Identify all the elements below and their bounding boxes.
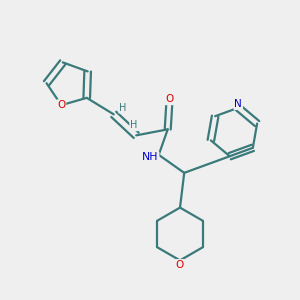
Text: O: O bbox=[176, 260, 184, 270]
Text: O: O bbox=[57, 100, 65, 110]
Text: NH: NH bbox=[142, 152, 159, 162]
Text: O: O bbox=[165, 94, 173, 104]
Text: H: H bbox=[119, 103, 126, 113]
Text: N: N bbox=[234, 99, 242, 109]
Text: H: H bbox=[130, 121, 137, 130]
